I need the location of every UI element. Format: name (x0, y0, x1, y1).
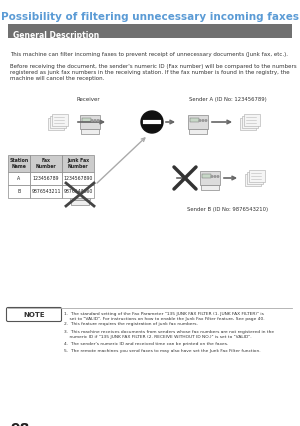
Text: 9876543210: 9876543210 (63, 189, 93, 194)
Text: Junk Fax
Number: Junk Fax Number (67, 158, 89, 169)
Bar (62, 185, 94, 198)
Bar (62, 172, 94, 185)
Text: Sender B (ID No: 9876543210): Sender B (ID No: 9876543210) (188, 207, 268, 212)
Text: 5.  The remote machines you send faxes to may also have set the Junk Fax Filter : 5. The remote machines you send faxes to… (64, 349, 261, 353)
Text: B: B (17, 189, 21, 194)
Bar (189, 129, 207, 134)
Text: Sender A (ID No: 123456789): Sender A (ID No: 123456789) (189, 97, 267, 102)
Circle shape (199, 120, 201, 121)
Bar (190, 118, 199, 122)
Text: 2.  This feature requires the registration of junk fax numbers.: 2. This feature requires the registratio… (64, 322, 198, 326)
Bar (188, 115, 208, 129)
Bar (8, 185, 30, 198)
Circle shape (205, 120, 207, 121)
Text: 1.  The standard setting of the Fax Parameter "135 JUNK FAX FILTER (1. JUNK FAX : 1. The standard setting of the Fax Param… (64, 312, 265, 321)
Bar (80, 115, 100, 129)
Circle shape (214, 176, 216, 177)
Circle shape (81, 191, 83, 192)
Bar (8, 155, 30, 172)
Text: 98: 98 (10, 422, 29, 426)
Circle shape (97, 120, 99, 121)
Bar (8, 172, 30, 185)
Bar (245, 174, 261, 186)
Bar (244, 114, 260, 126)
Circle shape (94, 120, 96, 121)
Bar (48, 118, 64, 130)
Circle shape (84, 191, 86, 192)
Bar (72, 189, 81, 193)
Text: Receiver: Receiver (76, 97, 100, 102)
Text: 1234567890: 1234567890 (63, 176, 93, 181)
Bar (30, 155, 62, 172)
Bar (50, 116, 66, 128)
Bar (52, 114, 68, 126)
Bar (200, 171, 220, 185)
Circle shape (211, 176, 213, 177)
Bar (71, 200, 89, 205)
Bar (8, 24, 292, 38)
Text: A: A (17, 176, 21, 181)
Circle shape (91, 120, 93, 121)
Text: 9876543211: 9876543211 (31, 189, 61, 194)
Bar (30, 172, 62, 185)
Text: General Description: General Description (13, 31, 99, 40)
Bar (82, 118, 91, 122)
Text: Station
Name: Station Name (9, 158, 28, 169)
Bar (240, 118, 256, 130)
Bar (242, 116, 258, 128)
Bar (30, 185, 62, 198)
Text: Possibility of filtering unnecessary incoming faxes: Possibility of filtering unnecessary inc… (1, 12, 299, 22)
Text: 4.  The sender's numeric ID and received time can be printed on the faxes.: 4. The sender's numeric ID and received … (64, 342, 228, 346)
Circle shape (141, 111, 163, 133)
Bar (81, 129, 99, 134)
Bar (247, 172, 263, 184)
Circle shape (202, 120, 204, 121)
Text: Before receiving the document, the sender's numeric ID (Fax number) will be comp: Before receiving the document, the sende… (10, 64, 297, 81)
Circle shape (87, 191, 89, 192)
Text: This machine can filter incoming faxes to prevent receipt of unnecessary documen: This machine can filter incoming faxes t… (10, 52, 288, 57)
Bar (202, 174, 211, 178)
FancyBboxPatch shape (7, 308, 62, 322)
Text: 3.  This machine receives documents from senders whose fax numbers are not regis: 3. This machine receives documents from … (64, 330, 274, 339)
Bar (70, 186, 90, 200)
Text: 123456789: 123456789 (33, 176, 59, 181)
Bar (62, 155, 94, 172)
Bar (249, 170, 265, 182)
Text: Fax
Number: Fax Number (36, 158, 56, 169)
Text: NOTE: NOTE (23, 312, 45, 318)
Circle shape (217, 176, 219, 177)
Bar (201, 185, 219, 190)
